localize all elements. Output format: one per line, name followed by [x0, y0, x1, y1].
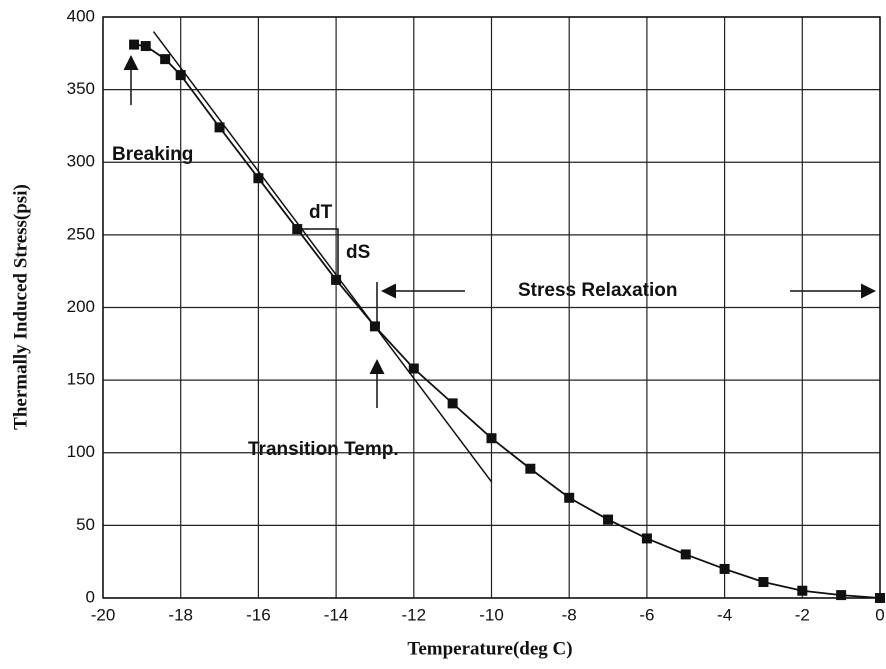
annotation: Transition Temp.	[248, 439, 399, 460]
y-tick-label: 100	[67, 442, 95, 461]
plot-frame	[102, 16, 881, 599]
data-point	[641, 533, 652, 544]
x-tick-label: -2	[795, 605, 810, 624]
data-point	[603, 514, 614, 525]
data-point	[525, 463, 536, 474]
annotation: Stress Relaxation	[518, 280, 677, 301]
data-point	[369, 321, 380, 332]
x-axis-label: Temperature(deg C)	[407, 638, 572, 659]
data-point	[836, 590, 847, 601]
y-tick-label: 250	[67, 224, 95, 243]
tangent-line	[152, 31, 493, 483]
dt-bracket	[299, 228, 339, 278]
y-tick-label: 350	[67, 79, 95, 98]
data-point	[331, 274, 342, 285]
x-tick-label: -6	[639, 605, 654, 624]
x-tick-label: -8	[562, 605, 577, 624]
y-tick-label: 0	[86, 587, 95, 606]
data-point	[253, 173, 264, 184]
data-point	[408, 363, 419, 374]
y-tick-label: 200	[67, 297, 95, 316]
data-point	[292, 224, 303, 235]
data-point	[758, 577, 769, 588]
x-tick-label: 0	[875, 605, 884, 624]
data-point	[797, 585, 808, 596]
data-point	[140, 41, 151, 52]
data-point	[680, 549, 691, 560]
data-point	[564, 492, 575, 503]
annotation: dT	[309, 202, 333, 223]
y-tick-label: 50	[76, 515, 95, 534]
data-point	[175, 70, 186, 81]
data-point	[486, 433, 497, 444]
x-tick-label: -4	[717, 605, 732, 624]
data-point	[875, 593, 885, 603]
data-point	[214, 122, 225, 133]
x-tick-label: -18	[168, 605, 193, 624]
data-point	[160, 54, 171, 65]
data-point	[447, 398, 458, 409]
x-tick-label: -10	[479, 605, 504, 624]
y-tick-label: 300	[67, 152, 95, 171]
y-tick-label: 400	[67, 6, 95, 25]
x-tick-label: -14	[324, 605, 349, 624]
x-tick-label: -12	[402, 605, 427, 624]
x-tick-label: -20	[91, 605, 116, 624]
x-tick-label: -16	[246, 605, 271, 624]
annotation: dS	[346, 242, 370, 263]
y-axis-label: Thermally Induced Stress(psi)	[10, 184, 31, 430]
annotation: Breaking	[112, 144, 193, 165]
data-point	[129, 39, 140, 50]
y-tick-label: 150	[67, 370, 95, 389]
data-point	[719, 563, 730, 574]
data-line	[133, 43, 881, 599]
